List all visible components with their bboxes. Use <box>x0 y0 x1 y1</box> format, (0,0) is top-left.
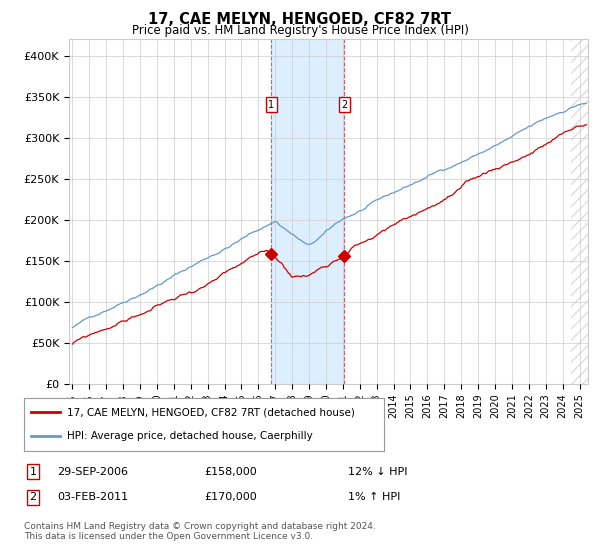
Text: 1: 1 <box>268 100 274 110</box>
Text: Contains HM Land Registry data © Crown copyright and database right 2024.
This d: Contains HM Land Registry data © Crown c… <box>24 522 376 542</box>
Text: £170,000: £170,000 <box>204 492 257 502</box>
Text: 17, CAE MELYN, HENGOED, CF82 7RT: 17, CAE MELYN, HENGOED, CF82 7RT <box>149 12 452 27</box>
Text: Price paid vs. HM Land Registry's House Price Index (HPI): Price paid vs. HM Land Registry's House … <box>131 24 469 36</box>
Text: £158,000: £158,000 <box>204 466 257 477</box>
Text: 12% ↓ HPI: 12% ↓ HPI <box>348 466 407 477</box>
Text: 1: 1 <box>29 466 37 477</box>
Text: 2: 2 <box>29 492 37 502</box>
Text: 1% ↑ HPI: 1% ↑ HPI <box>348 492 400 502</box>
Text: HPI: Average price, detached house, Caerphilly: HPI: Average price, detached house, Caer… <box>67 431 313 441</box>
Text: 2: 2 <box>341 100 347 110</box>
Bar <box>271 39 344 384</box>
Text: 29-SEP-2006: 29-SEP-2006 <box>57 466 128 477</box>
Bar <box>571 39 596 384</box>
Text: 17, CAE MELYN, HENGOED, CF82 7RT (detached house): 17, CAE MELYN, HENGOED, CF82 7RT (detach… <box>67 408 355 418</box>
Text: 03-FEB-2011: 03-FEB-2011 <box>57 492 128 502</box>
